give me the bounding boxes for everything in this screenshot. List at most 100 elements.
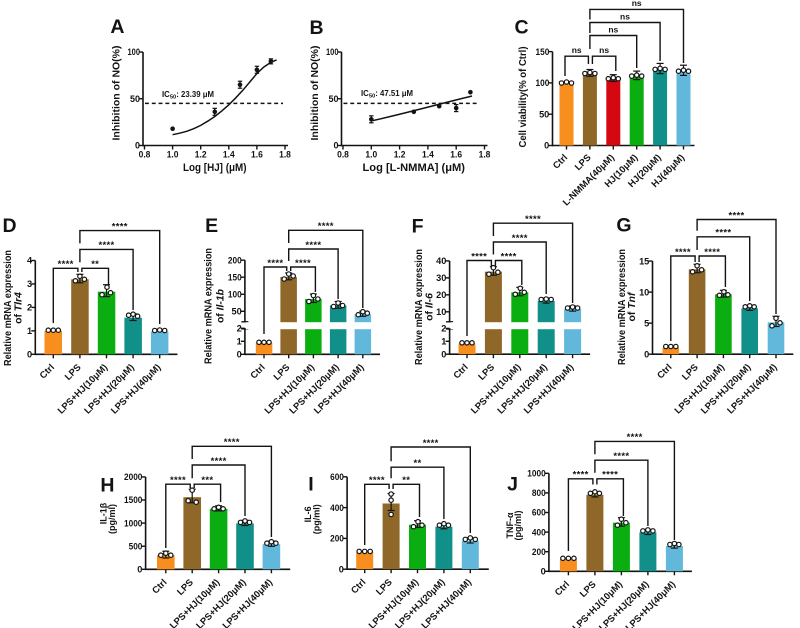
svg-text:I: I [308,474,313,496]
svg-text:0: 0 [644,349,649,359]
svg-text:0: 0 [544,141,549,151]
svg-text:****: **** [573,470,589,481]
svg-text:0: 0 [541,567,546,577]
svg-text:15: 15 [639,256,649,266]
svg-text:****: **** [627,432,643,443]
svg-text:1.4: 1.4 [422,150,434,160]
svg-text:0: 0 [135,141,140,151]
svg-text:ns: ns [599,45,609,55]
svg-text:****: **** [224,437,240,448]
svg-text:A: A [110,16,124,38]
svg-text:ns: ns [608,24,618,34]
svg-text:5: 5 [644,318,649,328]
svg-text:IC50: 47.51 μM: IC50: 47.51 μM [361,89,413,100]
svg-text:of Il-1b: of Il-1b [216,288,227,323]
svg-text:100: 100 [326,47,339,57]
svg-text:200: 200 [228,255,242,265]
svg-text:1.2: 1.2 [195,150,207,160]
svg-text:0: 0 [441,349,446,359]
svg-text:20: 20 [436,290,446,300]
svg-text:40: 40 [436,256,446,266]
svg-text:****: **** [267,258,283,269]
svg-text:****: **** [525,214,541,225]
svg-text:**: ** [402,475,410,486]
svg-text:of Tnf: of Tnf [627,291,638,321]
svg-text:0: 0 [27,350,32,360]
svg-text:ns: ns [632,0,642,8]
svg-text:1.8: 1.8 [279,150,291,160]
svg-text:2000: 2000 [124,472,142,482]
svg-text:Relative mRNA expression: Relative mRNA expression [204,248,215,364]
svg-text:200: 200 [330,534,344,544]
svg-text:0.8: 0.8 [139,150,151,160]
svg-text:0: 0 [137,565,142,575]
svg-text:400: 400 [532,527,546,537]
svg-text:****: **** [369,475,385,486]
svg-text:****: **** [99,240,115,251]
svg-text:600: 600 [330,472,344,482]
svg-text:1: 1 [237,337,242,347]
svg-text:(pg/ml): (pg/ml) [513,511,523,541]
svg-text:100: 100 [228,289,242,299]
svg-text:***: *** [201,475,213,486]
svg-text:F: F [412,215,424,237]
svg-text:Cell viability(% of Ctrl): Cell viability(% of Ctrl) [518,47,529,148]
svg-text:2: 2 [27,303,32,313]
svg-text:1: 1 [441,337,446,347]
svg-text:4: 4 [27,256,33,266]
svg-text:Inhibition of NO(%): Inhibition of NO(%) [111,46,123,141]
svg-text:1500: 1500 [124,495,142,505]
svg-text:600: 600 [532,508,546,518]
svg-text:1.0: 1.0 [167,150,179,160]
svg-text:1.6: 1.6 [251,150,263,160]
svg-text:Relative mRNA expression: Relative mRNA expression [3,250,14,366]
svg-text:**: ** [91,259,99,270]
svg-text:Log [L-NMMA] (μM): Log [L-NMMA] (μM) [363,162,466,174]
svg-text:B: B [309,17,323,39]
svg-text:IC50: 23.39 μM: IC50: 23.39 μM [162,90,214,101]
svg-text:****: **** [501,251,517,262]
svg-text:150: 150 [536,47,550,57]
svg-text:****: **** [318,221,334,232]
svg-text:50: 50 [231,307,241,317]
svg-text:Inhibition of NO(%): Inhibition of NO(%) [309,46,321,141]
svg-text:1.6: 1.6 [450,150,462,160]
svg-text:2: 2 [237,324,242,334]
svg-text:10: 10 [436,307,446,317]
svg-text:400: 400 [330,503,344,513]
svg-text:1.0: 1.0 [365,150,377,160]
svg-text:1.8: 1.8 [479,150,491,160]
svg-text:**: ** [414,458,422,469]
svg-text:D: D [2,215,16,237]
svg-text:Relative mRNA expression: Relative mRNA expression [617,249,628,365]
svg-text:50: 50 [328,94,338,104]
svg-text:Log [HJ] (μM): Log [HJ] (μM) [183,162,247,174]
svg-text:0.8: 0.8 [337,150,349,160]
svg-text:1: 1 [27,326,32,336]
svg-text:3: 3 [27,279,32,289]
svg-text:0: 0 [339,564,344,574]
svg-text:****: **** [675,247,691,258]
svg-text:(pg/ml): (pg/ml) [107,504,117,534]
svg-text:****: **** [170,475,186,486]
svg-text:IL-6: IL-6 [303,506,313,522]
svg-text:****: **** [423,438,439,449]
svg-text:1.4: 1.4 [223,150,235,160]
svg-text:50: 50 [130,94,140,104]
svg-text:****: **** [471,251,487,262]
svg-text:of Il-6: of Il-6 [424,293,435,321]
svg-text:1000: 1000 [124,518,142,528]
svg-text:****: **** [729,210,745,221]
svg-text:200: 200 [532,547,546,557]
svg-text:G: G [616,215,631,237]
svg-text:0: 0 [333,141,338,151]
svg-text:(pg/ml): (pg/ml) [312,504,322,534]
svg-text:30: 30 [436,273,446,283]
svg-text:150: 150 [228,272,242,282]
svg-text:2: 2 [441,324,446,334]
svg-text:****: **** [704,247,720,258]
svg-text:100: 100 [536,78,550,88]
svg-text:****: **** [512,233,528,244]
svg-text:J: J [507,474,518,496]
svg-text:****: **** [715,228,731,239]
